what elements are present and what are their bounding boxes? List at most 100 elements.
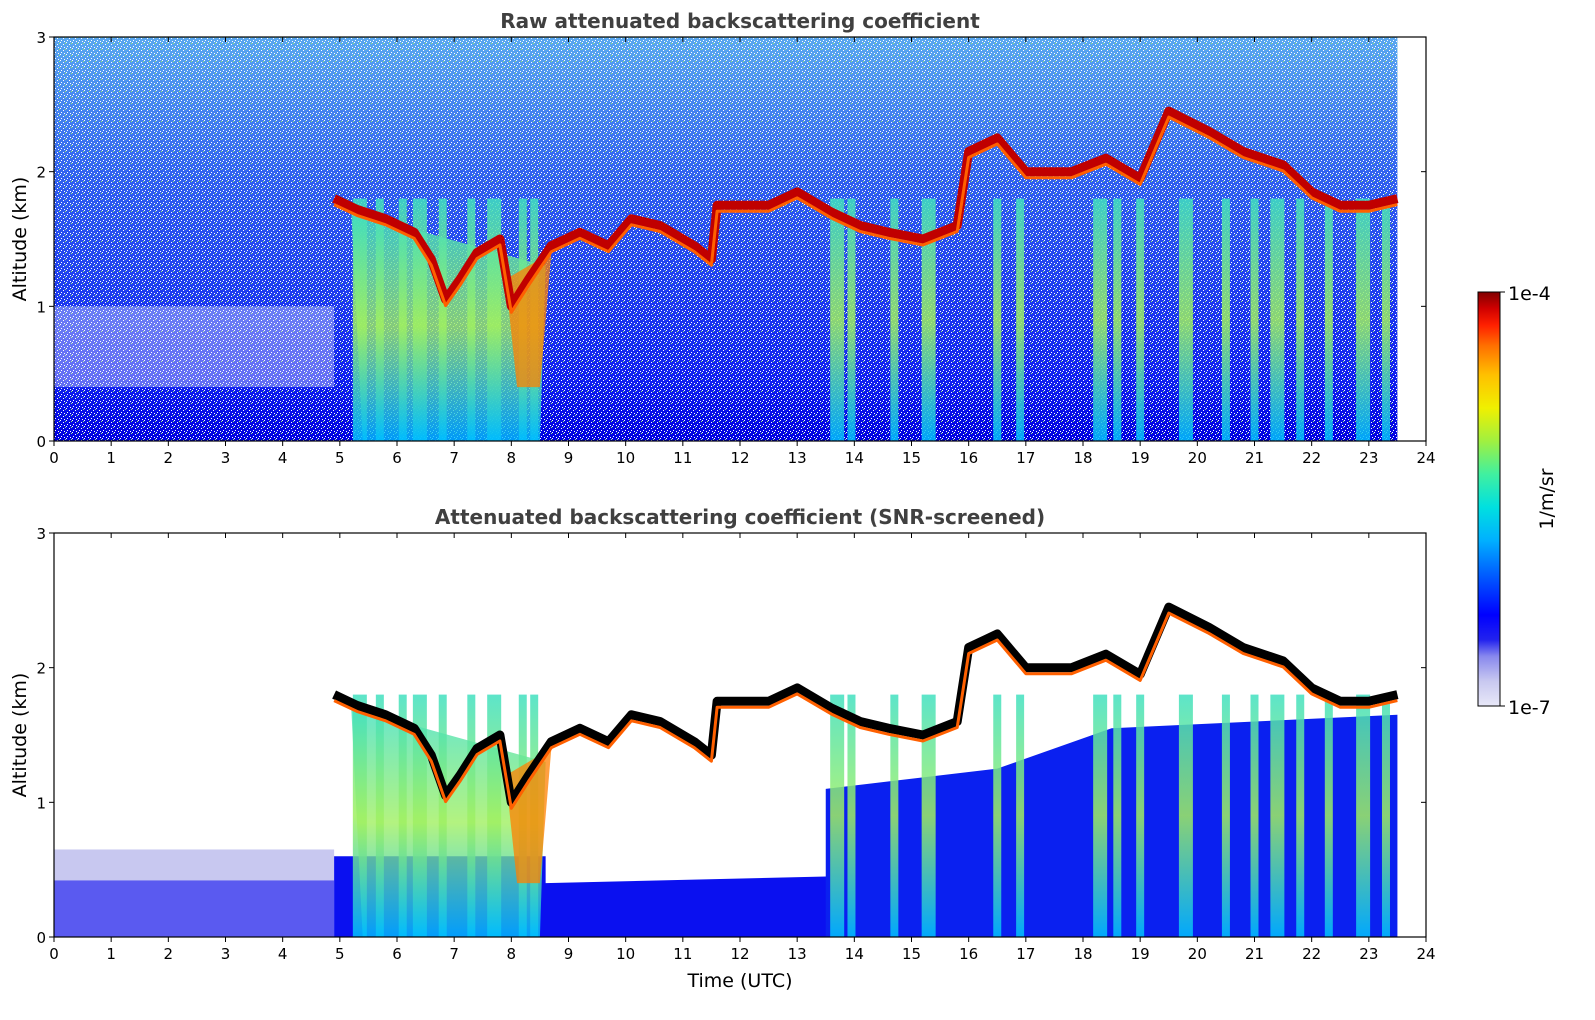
x-tick-label: 21	[1245, 449, 1264, 467]
precip-column	[1324, 198, 1333, 441]
precip-column	[1270, 198, 1285, 441]
x-tick-label: 14	[845, 449, 864, 467]
x-tick-label: 6	[392, 449, 402, 467]
cloud-base-edge	[333, 611, 1398, 810]
screened-panel: Attenuated backscattering coefficient (S…	[9, 505, 1436, 992]
x-tick-label: 9	[564, 449, 574, 467]
chart-title: Attenuated backscattering coefficient (S…	[435, 505, 1045, 529]
x-axis-label: Time (UTC)	[686, 970, 792, 992]
x-tick-label: 1	[106, 449, 116, 467]
x-tick-label: 17	[1016, 945, 1035, 963]
precip-column	[1356, 198, 1371, 441]
heatmap-field	[54, 533, 1426, 937]
precip-column	[921, 694, 936, 937]
y-axis-label: Altitude (km)	[9, 177, 31, 302]
heatmap-field	[54, 37, 1426, 441]
y-tick-label: 1	[36, 794, 46, 812]
x-tick-label: 4	[278, 945, 288, 963]
x-tick-label: 10	[616, 449, 635, 467]
y-axis-label: Altitude (km)	[9, 673, 31, 798]
precip-column	[1250, 198, 1259, 441]
y-tick-label: 3	[36, 29, 46, 47]
precip-column	[1381, 198, 1390, 441]
precip-column	[1136, 694, 1145, 937]
x-tick-label: 23	[1359, 945, 1378, 963]
heavy-rain-core	[505, 252, 552, 388]
precip-column	[847, 694, 856, 937]
x-tick-label: 18	[1073, 945, 1092, 963]
x-tick-label: 8	[507, 945, 517, 963]
x-tick-label: 5	[335, 449, 345, 467]
raw-panel: Raw attenuated backscattering coefficien…	[9, 9, 1436, 467]
precip-column	[1113, 198, 1122, 441]
x-tick-label: 0	[49, 945, 59, 963]
x-tick-label: 1	[106, 945, 116, 963]
precip-column	[1178, 198, 1193, 441]
x-tick-label: 22	[1302, 945, 1321, 963]
x-tick-label: 6	[392, 945, 402, 963]
x-tick-label: 16	[959, 449, 978, 467]
y-tick-label: 1	[36, 298, 46, 316]
precip-column	[1250, 694, 1259, 937]
y-tick-label: 2	[36, 164, 46, 182]
precip-column	[890, 694, 899, 937]
y-tick-label: 0	[36, 929, 46, 947]
boundary-layer	[54, 880, 335, 937]
x-tick-label: 2	[164, 945, 174, 963]
precip-column	[1381, 694, 1390, 937]
precip-column	[1296, 198, 1305, 441]
low-signal-region	[54, 306, 335, 388]
x-tick-label: 11	[673, 449, 692, 467]
precip-column	[1221, 198, 1230, 441]
precip-column	[1016, 198, 1025, 441]
x-tick-label: 20	[1188, 449, 1207, 467]
x-tick-label: 2	[164, 449, 174, 467]
precip-column	[830, 198, 845, 441]
precip-column	[1136, 198, 1145, 441]
x-tick-label: 3	[221, 449, 231, 467]
precip-column	[830, 694, 845, 937]
x-tick-label: 10	[616, 945, 635, 963]
x-tick-label: 12	[730, 945, 749, 963]
cloud-base-layer	[332, 602, 1399, 807]
x-tick-label: 24	[1416, 945, 1435, 963]
cloud-base-layer	[332, 106, 1399, 311]
x-tick-label: 0	[49, 449, 59, 467]
y-tick-label: 2	[36, 660, 46, 678]
precip-column	[1093, 694, 1108, 937]
x-tick-label: 14	[845, 945, 864, 963]
y-tick-label: 0	[36, 433, 46, 451]
precip-column	[890, 198, 899, 441]
x-tick-label: 15	[902, 945, 921, 963]
x-tick-label: 16	[959, 945, 978, 963]
x-tick-label: 17	[1016, 449, 1035, 467]
precip-column	[1178, 694, 1193, 937]
x-tick-label: 19	[1131, 449, 1150, 467]
cloud-base-edge	[333, 115, 1398, 314]
precip-column	[1221, 694, 1230, 937]
x-tick-label: 24	[1416, 449, 1435, 467]
x-tick-label: 13	[788, 449, 807, 467]
precip-column	[1113, 694, 1122, 937]
precip-column	[993, 198, 1002, 441]
colorbar-unit-label: 1/m/sr	[1536, 468, 1558, 529]
x-tick-label: 20	[1188, 945, 1207, 963]
y-tick-label: 3	[36, 525, 46, 543]
x-tick-label: 3	[221, 945, 231, 963]
x-tick-label: 11	[673, 945, 692, 963]
rain-shaft	[351, 708, 546, 937]
precip-column	[1093, 198, 1108, 441]
x-tick-label: 21	[1245, 945, 1264, 963]
x-tick-label: 7	[449, 449, 459, 467]
rain-shaft	[351, 212, 546, 441]
chart-title: Raw attenuated backscattering coefficien…	[500, 9, 980, 33]
colorbar-max-label: 1e-4	[1508, 283, 1551, 305]
x-tick-label: 18	[1073, 449, 1092, 467]
precip-column	[993, 694, 1002, 937]
x-tick-label: 7	[449, 945, 459, 963]
x-tick-label: 19	[1131, 945, 1150, 963]
precip-column	[921, 198, 936, 441]
pale-layer	[54, 849, 335, 884]
precip-column	[1324, 694, 1333, 937]
